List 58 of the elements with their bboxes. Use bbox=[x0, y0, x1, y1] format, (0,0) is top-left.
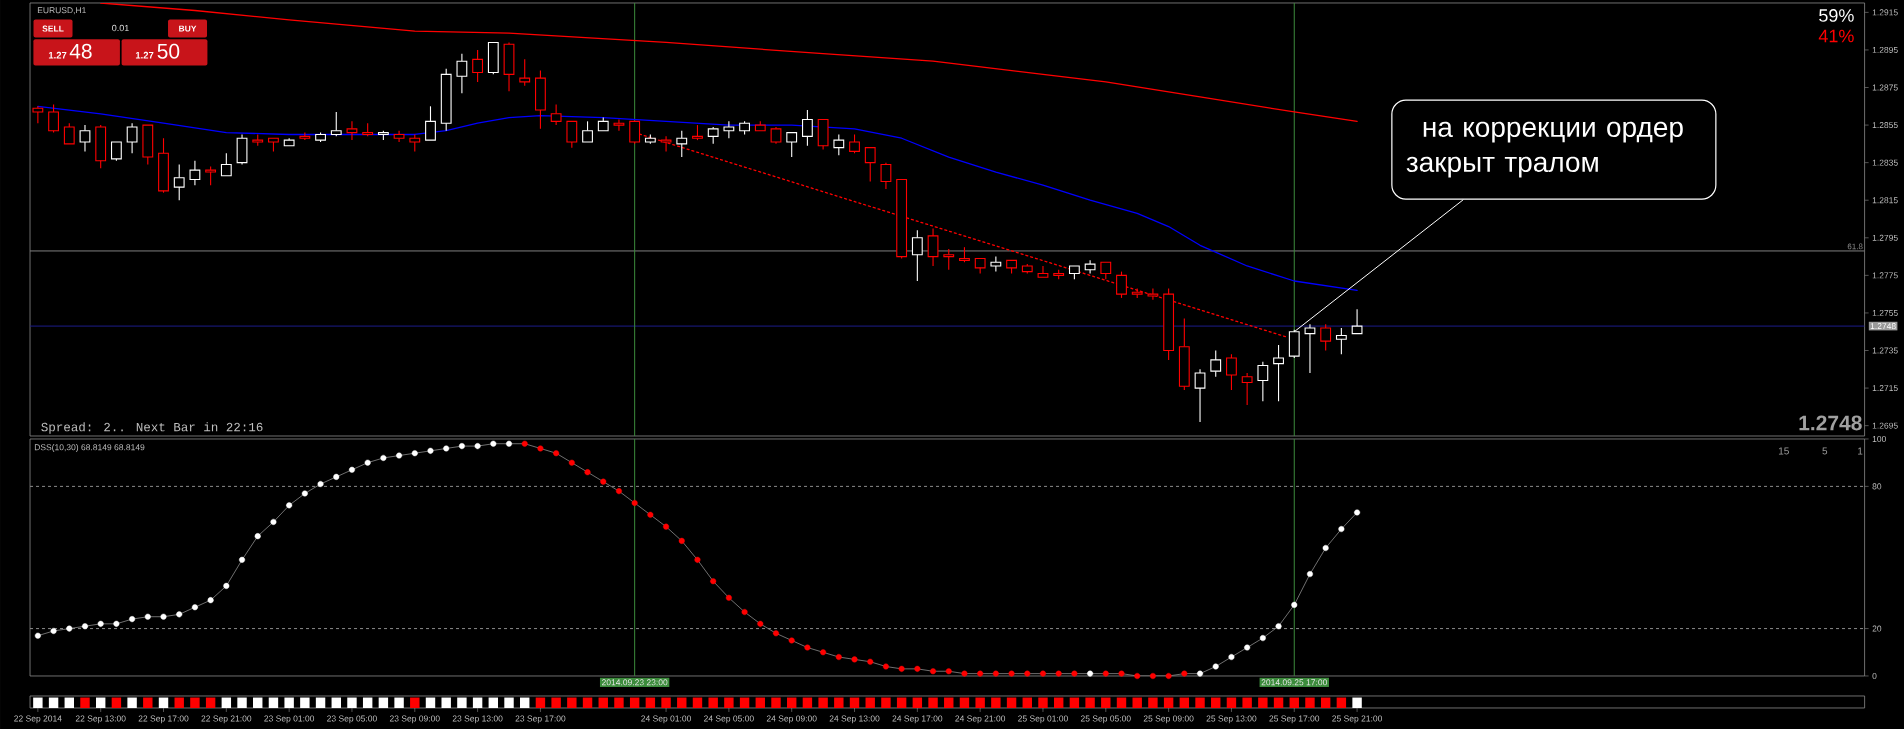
annotation: 1.27 bbox=[48, 51, 67, 59]
y-tick-label: 1.2915 bbox=[1872, 9, 1898, 16]
annotation: 48 bbox=[69, 43, 92, 59]
y-tick-label: 1.2695 bbox=[1872, 422, 1898, 429]
annotation: 41% bbox=[1818, 29, 1854, 43]
y-tick-label: 1.2895 bbox=[1872, 46, 1898, 53]
y-tick-label: 1.2775 bbox=[1872, 272, 1898, 279]
y-tick-label: 1.2715 bbox=[1872, 385, 1898, 392]
y-tick-label: 1.2795 bbox=[1872, 234, 1898, 241]
annotation: 61.8 bbox=[1847, 243, 1863, 250]
x-tick-label: 25 Sep 09:00 bbox=[1143, 715, 1194, 724]
x-tick-label: 25 Sep 21:00 bbox=[1332, 715, 1383, 724]
y-tick-label: 1.2815 bbox=[1872, 197, 1898, 204]
y-tick-label: 20 bbox=[1872, 625, 1882, 632]
x-tick-label: 24 Sep 21:00 bbox=[955, 715, 1006, 724]
y-tick-label: 1.2875 bbox=[1872, 84, 1898, 91]
x-tick-label: 24 Sep 01:00 bbox=[641, 715, 691, 724]
y-tick-label: 1.2835 bbox=[1872, 159, 1898, 166]
y-tick-label: 1.2735 bbox=[1872, 347, 1898, 354]
y-tick-label: 80 bbox=[1872, 483, 1882, 490]
annotation: 59% bbox=[1819, 9, 1854, 22]
x-tick-label: 24 Sep 17:00 bbox=[892, 715, 943, 724]
y-tick-label: 1.2755 bbox=[1872, 309, 1898, 316]
x-tick-label: 23 Sep 01:00 bbox=[264, 715, 315, 724]
x-tick-label: 25 Sep 01:00 bbox=[1018, 715, 1068, 724]
x-tick-label: 22 Sep 17:00 bbox=[138, 715, 189, 724]
x-tick-label: 23 Sep 05:00 bbox=[327, 715, 377, 724]
annotation: 15 bbox=[1778, 447, 1789, 455]
x-tick-label: 23 Sep 09:00 bbox=[389, 715, 440, 724]
x-tick-label: 25 Sep 13:00 bbox=[1206, 715, 1257, 724]
ref-line-label: 1.2748 bbox=[1870, 323, 1896, 330]
ref-line-label: 2014.09.25 17:00 bbox=[1261, 679, 1327, 686]
x-tick-label: 23 Sep 13:00 bbox=[452, 715, 503, 724]
y-tick-label: 0 bbox=[1872, 672, 1877, 679]
x-tick-label: 24 Sep 05:00 bbox=[704, 715, 754, 724]
x-tick-label: 25 Sep 17:00 bbox=[1269, 715, 1320, 724]
y-tick-label: 1.2855 bbox=[1872, 122, 1898, 129]
x-tick-label: 25 Sep 05:00 bbox=[1080, 715, 1131, 724]
annotation: 1 bbox=[1858, 447, 1863, 455]
x-tick-label: 22 Sep 2014 bbox=[14, 715, 62, 724]
annotation: 1.27 bbox=[135, 51, 154, 59]
y-tick-label: 100 bbox=[1872, 435, 1886, 442]
annotation: 0.01 bbox=[112, 24, 129, 32]
text: DSS(10,30) 68.8149 68.8149 bbox=[34, 444, 145, 452]
x-tick-label: 24 Sep 09:00 bbox=[766, 715, 817, 724]
annotation: 50 bbox=[157, 43, 180, 59]
annotation: 5 bbox=[1822, 447, 1828, 455]
annotation: BUY bbox=[179, 25, 197, 32]
chart-title: EURUSD,H1 bbox=[37, 7, 86, 15]
x-tick-label: 22 Sep 21:00 bbox=[201, 715, 252, 724]
x-tick-label: 22 Sep 13:00 bbox=[75, 715, 126, 724]
x-tick-label: 23 Sep 17:00 bbox=[515, 715, 566, 724]
annotation: SELL bbox=[42, 25, 64, 32]
annotation: 1.2748 bbox=[1799, 415, 1862, 431]
ref-line-label: 2014.09.23 23:00 bbox=[601, 679, 668, 686]
annotation: Spread: 2.. Next Bar in 22:16 bbox=[41, 422, 263, 434]
annotation: на коррекции ордер закрыт тралом bbox=[1406, 121, 1683, 178]
x-tick-label: 24 Sep 13:00 bbox=[829, 715, 880, 724]
